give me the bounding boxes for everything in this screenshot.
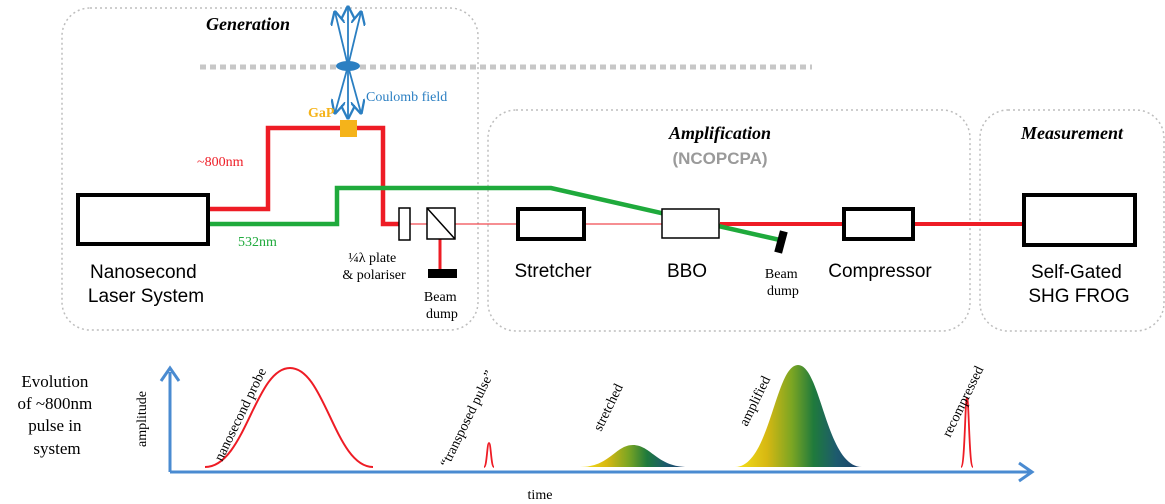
bbo-label: BBO (667, 261, 707, 282)
measurement-title: Measurement (1020, 123, 1124, 143)
gap-label: GaP (308, 106, 335, 121)
generation-title: Generation (206, 14, 290, 34)
amplification-title: Amplification (668, 123, 771, 143)
measurement-section (979, 109, 1165, 332)
red-probe-beam (210, 125, 400, 227)
time-axes (159, 365, 1035, 483)
amplification-subtitle: (NCOPCPA) (672, 149, 767, 168)
evolution-caption: Evolution of ~800nm pulse in system (17, 372, 96, 458)
amplitude-label: amplitude (135, 391, 150, 447)
compressor-label: Compressor (828, 261, 932, 282)
electron-bunch (336, 61, 360, 71)
coulomb-field-icon (335, 7, 361, 118)
red-wavelength-label: ~800nm (197, 155, 244, 170)
green-pump-beam (210, 185, 781, 243)
laser-label: Nanosecond Laser System (88, 262, 204, 307)
beam-dump-2 (774, 230, 788, 254)
stretcher-box (516, 207, 586, 241)
green-wavelength-label: 532nm (238, 235, 277, 250)
pulse-stretched (580, 445, 688, 467)
beam-dump-1-label: Beam dump (424, 290, 460, 322)
beam-dump-1 (428, 269, 457, 278)
amplification-section (487, 109, 971, 332)
beam-dump-2-label: Beam dump (765, 267, 801, 299)
pulse-label-amplified: amplified (737, 374, 774, 429)
frog-box (1022, 193, 1137, 247)
generation-section (61, 7, 479, 331)
frog-label: Self-Gated SHG FROG (1028, 262, 1129, 307)
coulomb-label: Coulomb field (366, 90, 447, 105)
waveplate (398, 207, 411, 241)
pulse-transposed (483, 442, 495, 468)
pulse-label-stretched: stretched (591, 382, 627, 434)
compressor-box (842, 207, 915, 241)
waveplate-label: ¼λ plate & polariser (342, 251, 406, 283)
gap-crystal (340, 120, 357, 137)
pulse-label-transposed: “transposed pulse” (438, 368, 498, 469)
pulse-recompressed (960, 397, 974, 468)
stretcher-label: Stretcher (514, 261, 592, 282)
pulse-label-probe: nanosecond probe (212, 366, 270, 464)
bbo-crystal (661, 208, 720, 239)
laser-box (76, 193, 210, 246)
pulse-nanosecond (204, 366, 374, 468)
time-label: time (528, 488, 553, 503)
pulse-label-recompressed: recompressed (940, 364, 987, 440)
pulse-amplified (735, 365, 862, 467)
